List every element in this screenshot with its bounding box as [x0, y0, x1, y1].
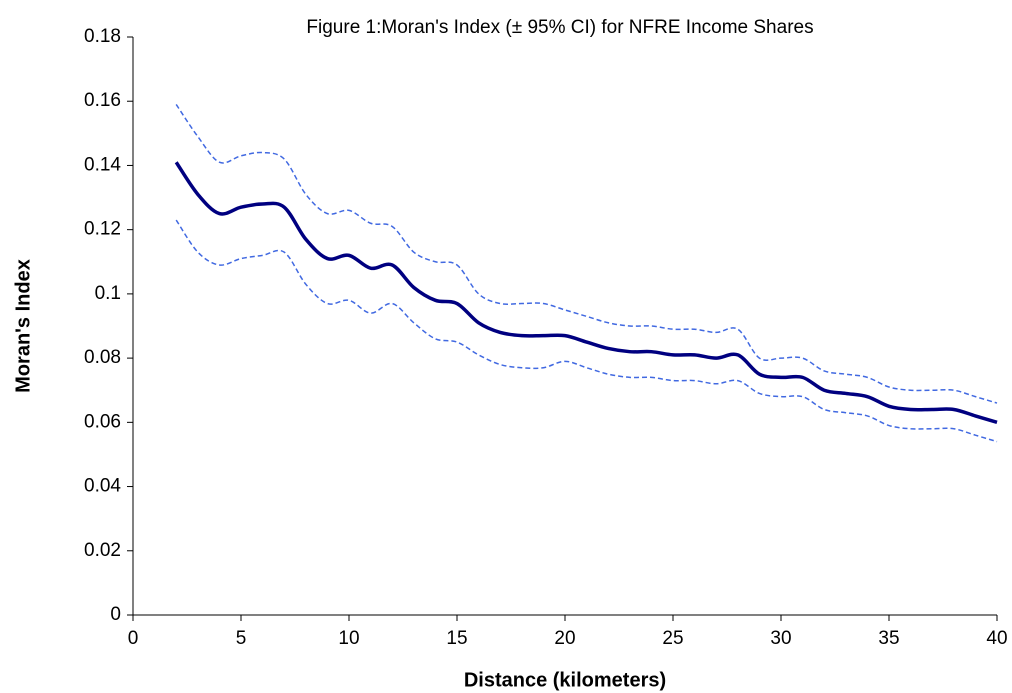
y-tick-label: 0.18	[84, 26, 121, 47]
x-tick-label: 5	[236, 628, 247, 649]
x-axis-label: Distance (kilometers)	[464, 669, 666, 691]
y-tick-label: 0.08	[84, 347, 121, 368]
y-tick-label: 0.06	[84, 411, 121, 432]
y-axis-label: Moran's Index	[12, 259, 34, 393]
y-tick-label: 0	[110, 604, 121, 625]
y-tick-label: 0.04	[84, 476, 121, 497]
x-tick-label: 25	[662, 628, 683, 649]
series-line	[174, 161, 998, 425]
x-tick-label: 10	[338, 628, 359, 649]
x-tick-label: 20	[554, 628, 575, 649]
x-tick-label: 30	[770, 628, 791, 649]
x-tick-label: 35	[878, 628, 899, 649]
y-tick-label: 0.02	[84, 540, 121, 561]
x-tick-label: 0	[128, 628, 139, 649]
chart-title: Figure 1:Moran's Index (± 95% CI) for NF…	[306, 17, 813, 38]
x-tick-label: 15	[446, 628, 467, 649]
y-tick-label: 0.12	[84, 219, 121, 240]
y-tick-label: 0.14	[84, 154, 121, 175]
y-tick-label: 0.1	[95, 283, 121, 304]
y-tick-label: 0.16	[84, 90, 121, 111]
series-line	[175, 219, 998, 443]
x-tick-label: 40	[986, 628, 1007, 649]
series-line	[175, 104, 998, 404]
